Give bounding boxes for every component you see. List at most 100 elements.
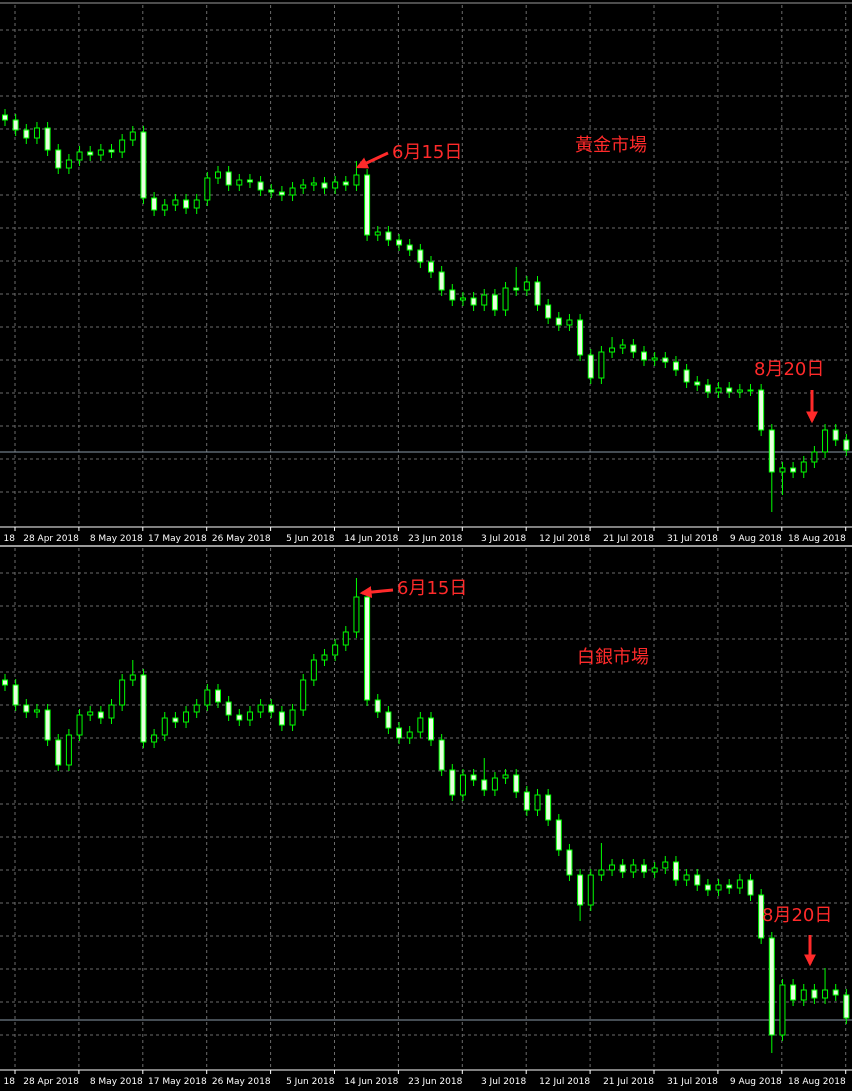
candle-body (332, 181, 339, 189)
candle-body (790, 467, 797, 473)
x-tick-label: 8 May 2018 (90, 1077, 143, 1087)
candle-body (268, 704, 275, 713)
candle-body (225, 171, 232, 186)
candle-body (779, 467, 786, 473)
x-tick-label: 5 Jun 2018 (286, 534, 335, 544)
candle-body (438, 271, 445, 291)
candle-body (342, 631, 349, 646)
x-tick-label: 18 Aug 2018 (788, 1077, 846, 1087)
candle-body (758, 389, 765, 431)
candle-body (246, 711, 253, 721)
candle-body (641, 864, 647, 873)
candle-body (534, 281, 541, 306)
candle-body (428, 717, 434, 741)
candle-body (353, 174, 360, 186)
x-tick-label: 12 Jul 2018 (539, 1077, 590, 1087)
candle-body (87, 151, 94, 156)
candle-body (832, 989, 839, 996)
candle-body (140, 131, 147, 199)
candle-body (97, 149, 104, 156)
candle-body (459, 297, 466, 301)
candle-body (396, 239, 403, 246)
candle-body (683, 874, 690, 881)
candle-body (609, 347, 616, 353)
candle-body (566, 849, 573, 876)
candle-body (406, 731, 413, 739)
candle-body (758, 894, 765, 939)
x-tick-label: 12 Jul 2018 (539, 534, 590, 544)
candle-body (609, 864, 616, 871)
annotation: 8月20日 (762, 905, 832, 926)
candle-body (822, 989, 829, 999)
x-tick-label: 21 Jul 2018 (603, 1077, 654, 1087)
candle-body (76, 714, 83, 736)
candle-body (545, 304, 552, 319)
x-tick-label: 18 (4, 534, 16, 544)
candle-body (800, 461, 807, 473)
candle-body (459, 774, 466, 796)
candle-body (300, 184, 307, 189)
candle-body (843, 994, 850, 1019)
candle-body (736, 389, 743, 393)
candle-body (396, 727, 403, 739)
candle-body (417, 717, 424, 733)
x-tick-label: 9 Aug 2018 (730, 1077, 782, 1087)
candle-body (310, 659, 317, 681)
candle-body (321, 182, 328, 189)
candle-body (321, 654, 328, 661)
candle-body (566, 319, 573, 326)
candle-body (193, 199, 200, 209)
candle-body (289, 709, 296, 726)
candle-body (683, 369, 690, 383)
candle-body (257, 181, 264, 191)
candle-body (33, 127, 40, 139)
x-tick-label: 14 Jun 2018 (344, 1077, 398, 1087)
candle-body (87, 711, 94, 716)
annotation: 6月15日 (397, 578, 467, 599)
candle-body (715, 884, 722, 891)
annotation: 白銀市場 (577, 647, 649, 668)
candle-body (502, 287, 509, 311)
candle-body (2, 114, 8, 121)
candle-body (641, 351, 647, 361)
candle-body (23, 129, 30, 139)
candle-body (406, 244, 413, 251)
candle-body (246, 179, 253, 183)
candle-body (417, 249, 424, 263)
candle-body (33, 709, 40, 713)
candle-body (587, 874, 594, 906)
candle-body (747, 389, 754, 392)
x-tick-label: 9 Aug 2018 (730, 534, 782, 544)
candle-body (811, 989, 818, 999)
candle-body (129, 674, 136, 681)
candle-body (342, 181, 349, 186)
candle-body (800, 989, 807, 1001)
candle-body (843, 439, 850, 451)
candle-body (832, 429, 839, 441)
candle-body (598, 869, 605, 876)
x-tick-label: 21 Jul 2018 (603, 534, 654, 544)
candle-body (491, 294, 498, 311)
candle-body (577, 874, 584, 906)
candle-body (385, 231, 392, 241)
annotation: 6月15日 (392, 142, 462, 163)
candle-body (257, 704, 264, 713)
candle-body (76, 151, 83, 161)
candle-body (545, 794, 552, 821)
candle-body (481, 294, 488, 306)
candle-body (108, 704, 115, 719)
candle-body (779, 984, 786, 1036)
candle-body (449, 289, 456, 301)
candle-body (236, 179, 243, 186)
candle-body (577, 319, 584, 356)
candle-body (662, 357, 669, 363)
candle-body (183, 199, 190, 209)
candle-body (715, 387, 722, 393)
candle-body (204, 177, 211, 201)
x-tick-label: 31 Jul 2018 (667, 534, 718, 544)
candle-body (55, 739, 62, 766)
candle-body (523, 791, 530, 811)
x-tick-label: 3 Jul 2018 (481, 1077, 526, 1087)
candle-body (502, 774, 509, 779)
